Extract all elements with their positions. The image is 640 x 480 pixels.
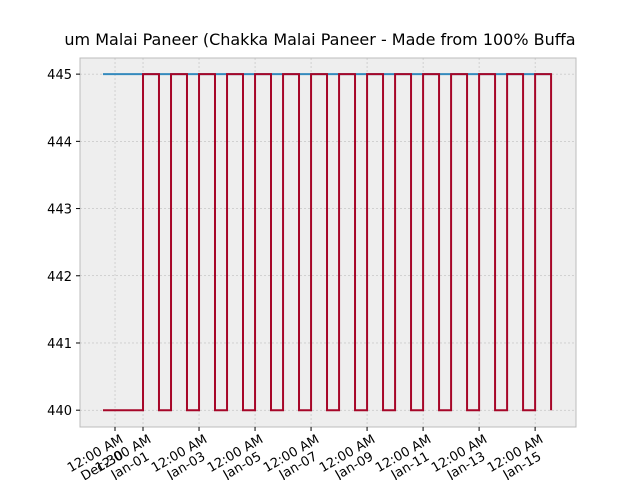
chart-title: um Malai Paneer (Chakka Malai Paneer - M…	[64, 30, 575, 49]
y-tick-label: 441	[47, 337, 72, 352]
y-tick-label: 442	[47, 270, 72, 285]
y-tick-label: 445	[47, 68, 72, 83]
y-tick-label: 444	[47, 135, 72, 150]
y-tick-label: 440	[47, 404, 72, 419]
series-line	[102, 73, 553, 412]
y-tick-label: 443	[47, 203, 72, 218]
